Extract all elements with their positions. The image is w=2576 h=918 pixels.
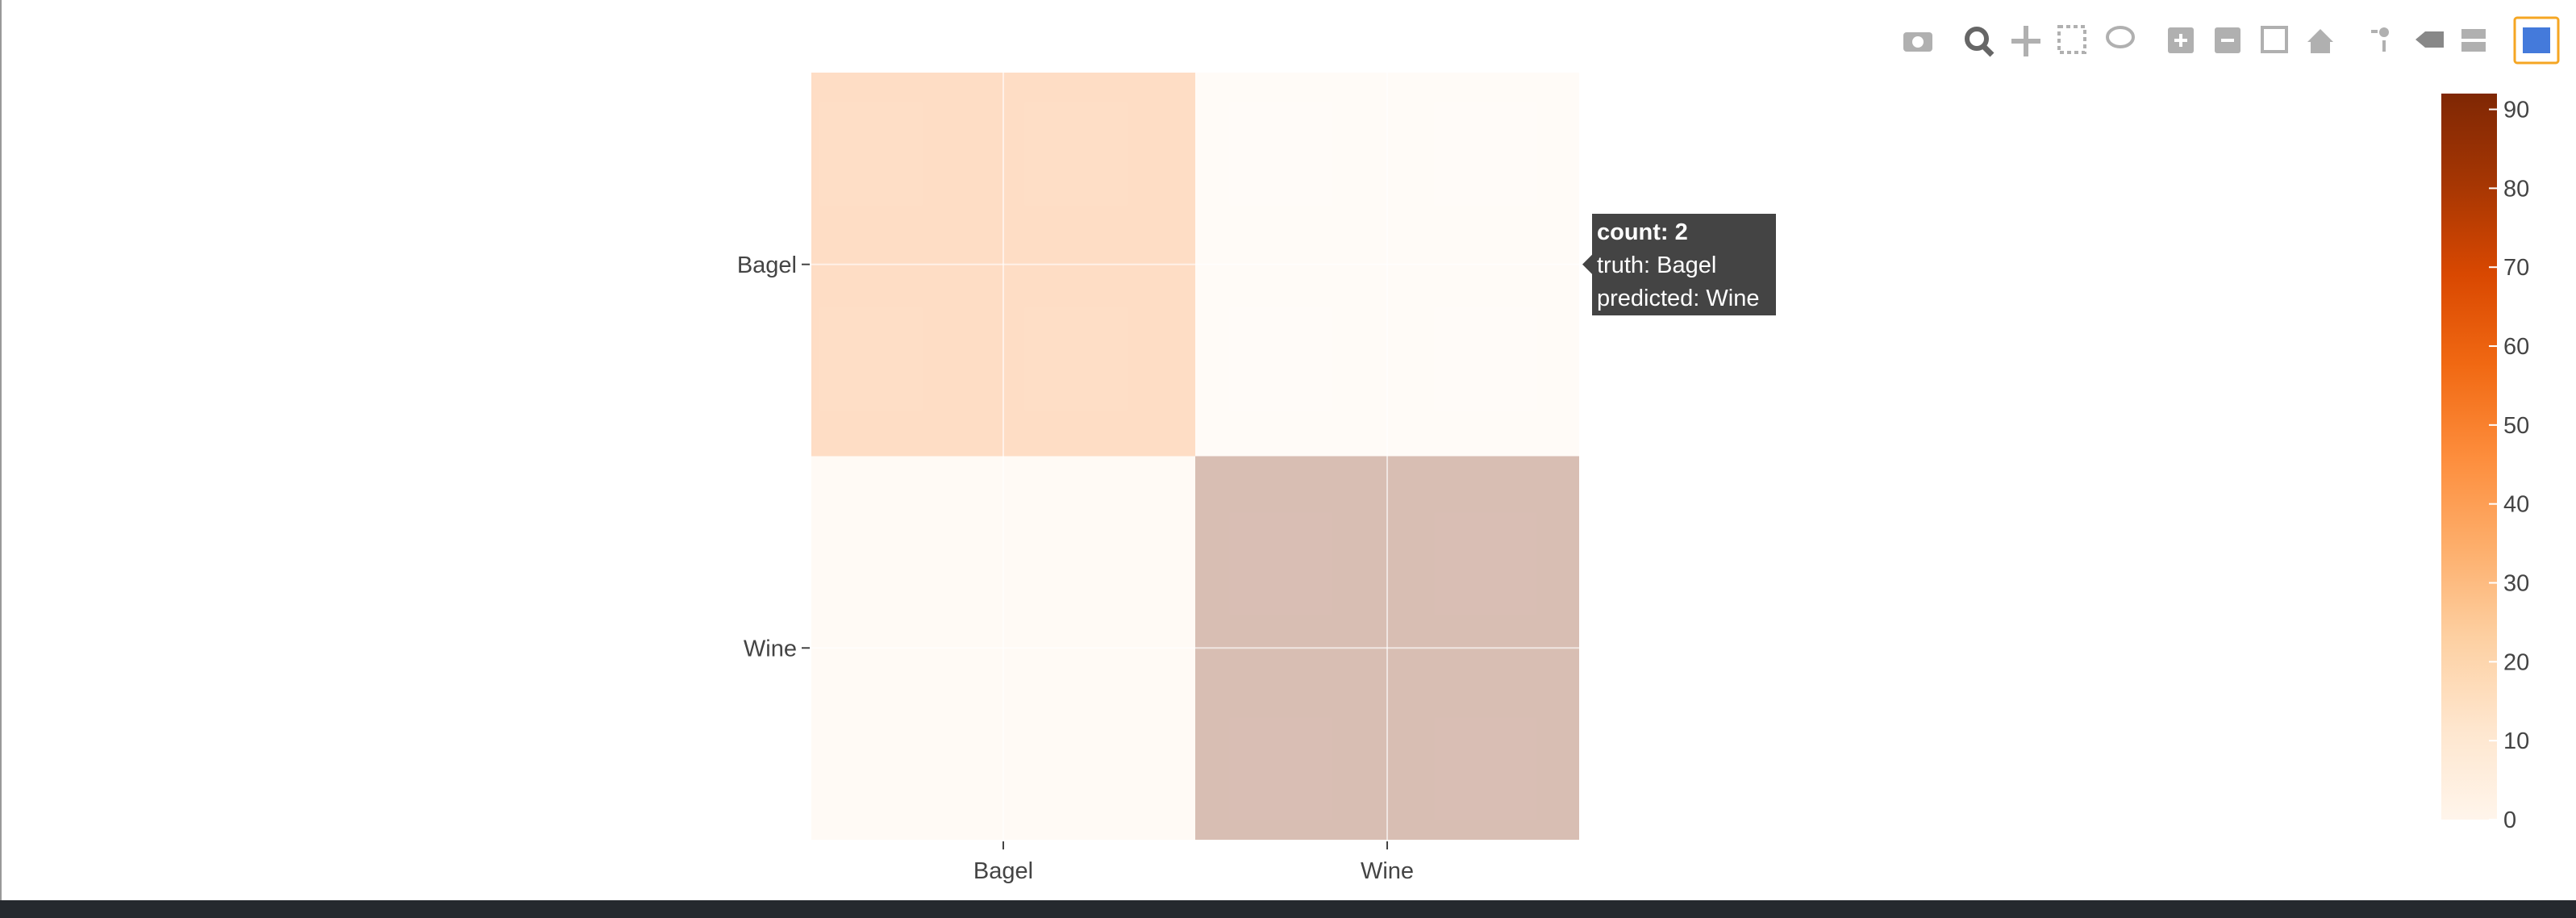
colorbar — [2441, 94, 2497, 820]
colorbar-tick-label: 50 — [2503, 413, 2529, 439]
colorbar-tick-label: 30 — [2503, 571, 2529, 597]
colorbar-tick-label: 0 — [2503, 807, 2516, 833]
zoom-icon[interactable] — [1965, 27, 1995, 57]
plotly-logo[interactable] — [2523, 27, 2550, 53]
colorbar-tick-label: 90 — [2503, 98, 2529, 123]
colorbar-tick-label: 70 — [2503, 255, 2529, 281]
hover-compare-icon[interactable] — [2461, 29, 2486, 52]
spike-icon[interactable] — [2371, 27, 2389, 52]
lasso-icon[interactable] — [2106, 26, 2135, 48]
zoom-out-icon[interactable] — [2215, 27, 2240, 53]
colorbar-tick-label: 40 — [2503, 492, 2529, 518]
tooltip-line: count: 2 — [1597, 219, 1688, 245]
colorbar-tick-label: 80 — [2503, 176, 2529, 202]
y-tick-label: Wine — [744, 636, 797, 661]
y-tick-label: Bagel — [737, 252, 797, 278]
pan-icon[interactable] — [2011, 26, 2040, 56]
camera-icon[interactable] — [1903, 32, 1932, 52]
autoscale-icon[interactable] — [2261, 26, 2288, 53]
tooltip-box — [1582, 214, 1776, 315]
hover-closest-icon[interactable] — [2416, 31, 2444, 48]
modebar — [1903, 16, 2560, 65]
reset-icon[interactable] — [2307, 29, 2333, 53]
x-tick-label: Wine — [1361, 858, 1414, 884]
tooltip-line: truth: Bagel — [1597, 252, 1716, 278]
zoom-in-icon[interactable] — [2168, 27, 2194, 53]
bottom-bar — [0, 900, 2576, 918]
tooltip-line: predicted: Wine — [1597, 286, 1760, 311]
box-select-icon[interactable] — [2057, 25, 2086, 54]
colorbar-tick-label: 60 — [2503, 334, 2529, 360]
x-tick-label: Bagel — [973, 858, 1033, 884]
colorbar-tick-label: 20 — [2503, 649, 2529, 675]
colorbar-tick-label: 10 — [2503, 728, 2529, 754]
